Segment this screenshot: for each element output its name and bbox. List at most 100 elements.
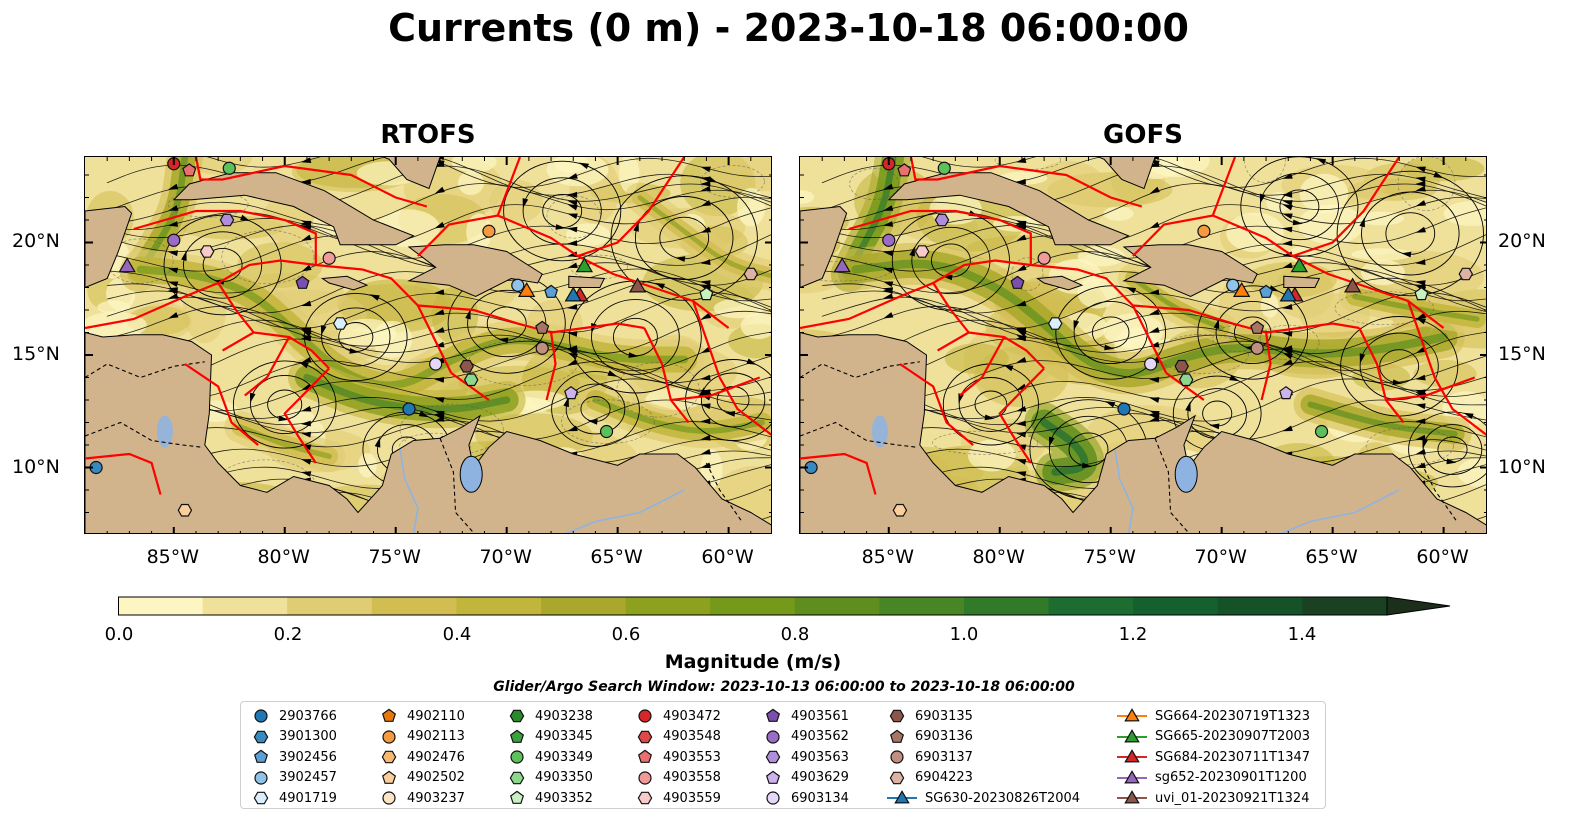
streamline-arrow [1149, 377, 1160, 383]
streamline-arrow [882, 221, 894, 227]
legend-marker [638, 709, 652, 723]
glider-3 [564, 286, 582, 302]
streamline-arrow [700, 280, 711, 286]
legend-item: 4903349 [507, 747, 593, 767]
streamline-arrow [1149, 327, 1160, 333]
legend-symbol [637, 730, 653, 743]
legend-marker [509, 709, 525, 723]
argo-float-1 [182, 163, 197, 177]
streamline-arrow [1105, 401, 1116, 408]
lon-label-rtofs-0: 85°W [146, 546, 200, 568]
legend-marker [889, 709, 905, 723]
speed-patch-light [338, 318, 397, 349]
eez-boundary [959, 336, 1006, 397]
colorbar-tick-2: 0.4 [442, 624, 472, 645]
argo-float-23 [177, 503, 193, 517]
legend-label: 4903237 [407, 790, 465, 806]
streamline-arrow [1422, 438, 1428, 449]
map-panel-gofs [799, 156, 1487, 534]
speed-patch-light [1103, 206, 1134, 221]
legend-label: SG684-20230711T1347 [1155, 749, 1311, 765]
streamline-eddy [503, 160, 622, 262]
streamline-arrow [1016, 431, 1027, 438]
legend-symbol [382, 729, 396, 744]
streamline-eddy [1240, 157, 1359, 257]
streamline-arrow [1415, 185, 1426, 192]
streamline-arrow [1415, 176, 1426, 183]
legend-item: 6904223 [887, 768, 973, 788]
legend-marker [889, 729, 905, 743]
eez-boundary [1260, 332, 1272, 401]
streamline-arrow [1149, 221, 1160, 229]
streamline-arrow [725, 411, 736, 417]
legend-symbol [766, 791, 780, 805]
lon-label-gofs-2: 75°W [1083, 546, 1136, 568]
speed-patch-light [1266, 192, 1291, 213]
streamline-arrow [1415, 374, 1426, 381]
streamline-arrow [567, 173, 578, 179]
legend-symbol [510, 750, 524, 764]
legend-label: 4903562 [791, 729, 849, 745]
streamline-arrow [374, 437, 381, 448]
lake-maracaibo [1174, 455, 1198, 493]
legend-symbol [765, 708, 781, 722]
eez-boundary [1407, 300, 1486, 436]
colorbar-segment [541, 597, 627, 615]
colorbar-segment [456, 597, 542, 615]
streamline-arrow [958, 393, 964, 404]
streamline-arrow [434, 186, 445, 194]
bathymetry-contour [1212, 325, 1262, 352]
streamline-arrow [1282, 213, 1293, 219]
streamline-arrow [567, 331, 578, 337]
country-border [705, 462, 743, 522]
legend-label: 4903345 [535, 729, 593, 745]
river [565, 489, 685, 533]
legend-label: 3902456 [279, 749, 337, 765]
legend-item: SG630-20230826T2004 [887, 788, 1080, 808]
streamline-arrow [1016, 264, 1027, 272]
eez-boundary [283, 367, 330, 464]
streamline-arrow [1282, 191, 1293, 198]
argo-float-14 [535, 320, 550, 334]
legend-label: 4903563 [791, 749, 849, 765]
streamline-arrow [700, 200, 711, 207]
streamline-arrow [434, 327, 445, 333]
legend-marker [637, 749, 653, 764]
streamline-arrow [465, 309, 471, 320]
legend-triangle [1124, 769, 1140, 784]
streamline-arrow [167, 221, 179, 227]
speed-patch [489, 179, 544, 224]
streamline-arrow [1016, 327, 1026, 333]
legend-item: 4903237 [379, 788, 465, 808]
argo-float-17 [1174, 359, 1189, 373]
eez-boundary [496, 157, 522, 216]
streamline-arrow [882, 250, 893, 257]
argo-float-9 [482, 224, 496, 238]
current-jet-core [1040, 418, 1089, 476]
eez-boundary [85, 452, 162, 495]
legend-symbol [253, 730, 269, 743]
legend-symbol [638, 771, 652, 785]
eez-boundary [1385, 376, 1476, 402]
streamline-eddy [1055, 285, 1167, 380]
argo-float-10 [1226, 278, 1240, 292]
streamline-arrow [883, 267, 894, 274]
streamline-arrow [654, 282, 665, 290]
argo-float-21 [1314, 424, 1329, 439]
lat-label-20n-left: 20°N [12, 230, 60, 252]
legend-item: 4903238 [507, 706, 593, 726]
colorbar-segment [287, 597, 373, 615]
figure-title: Currents (0 m) - 2023-10-18 06:00:00 [388, 6, 1189, 50]
streamline-arrow [168, 205, 179, 211]
speed-patch-light [451, 157, 497, 173]
streamline-arrow [1125, 287, 1137, 294]
streamline-arrow [167, 287, 179, 293]
legend-marker [381, 708, 397, 722]
streamline-arrow [1213, 318, 1220, 329]
legend-label: SG665-20230907T2003 [1155, 729, 1311, 745]
streamline-arrow [555, 224, 566, 230]
argo-float-15 [1250, 341, 1264, 355]
legend-marker [1117, 769, 1147, 784]
land-hisp [407, 244, 543, 298]
legend-symbol [890, 750, 904, 764]
